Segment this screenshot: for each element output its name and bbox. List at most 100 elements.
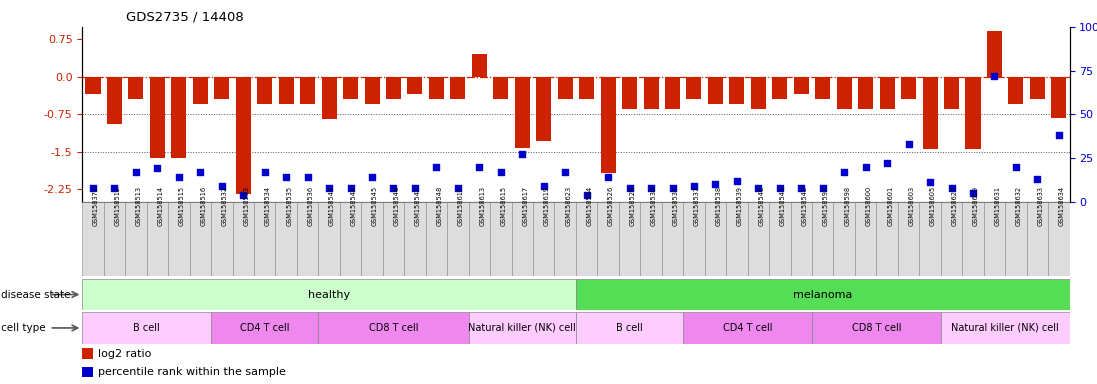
Bar <box>794 77 808 94</box>
Bar <box>82 367 93 377</box>
FancyBboxPatch shape <box>318 202 340 276</box>
Point <box>513 151 531 157</box>
Point <box>664 185 681 191</box>
FancyBboxPatch shape <box>877 202 897 276</box>
Text: cell type: cell type <box>1 323 46 333</box>
Text: GSM158605: GSM158605 <box>930 186 936 226</box>
FancyBboxPatch shape <box>297 202 318 276</box>
Point <box>298 174 316 180</box>
Bar <box>128 77 144 99</box>
Point <box>363 174 381 180</box>
Point <box>921 179 939 185</box>
FancyBboxPatch shape <box>941 312 1070 344</box>
Bar <box>193 77 207 104</box>
FancyBboxPatch shape <box>255 202 275 276</box>
FancyBboxPatch shape <box>511 202 533 276</box>
Text: GSM158619: GSM158619 <box>544 186 550 226</box>
Text: GSM158598: GSM158598 <box>845 186 850 226</box>
FancyBboxPatch shape <box>962 202 984 276</box>
FancyBboxPatch shape <box>211 312 318 344</box>
Point <box>535 183 553 189</box>
Bar <box>514 77 530 148</box>
Bar <box>407 77 422 94</box>
FancyBboxPatch shape <box>941 202 962 276</box>
Point <box>879 160 896 166</box>
Bar <box>901 77 916 99</box>
FancyBboxPatch shape <box>683 312 812 344</box>
Bar <box>214 77 229 99</box>
FancyBboxPatch shape <box>683 202 704 276</box>
Bar <box>106 77 122 124</box>
FancyBboxPatch shape <box>1048 202 1070 276</box>
FancyBboxPatch shape <box>82 279 576 310</box>
Point <box>235 192 252 198</box>
Text: GSM158539: GSM158539 <box>737 186 743 226</box>
Point <box>1050 132 1067 138</box>
Text: GSM158542: GSM158542 <box>801 186 807 226</box>
Point <box>342 185 360 191</box>
FancyBboxPatch shape <box>168 202 190 276</box>
Bar <box>1008 77 1024 104</box>
FancyBboxPatch shape <box>576 312 683 344</box>
Point <box>170 174 188 180</box>
Bar <box>880 77 895 109</box>
Text: GSM158372: GSM158372 <box>93 186 99 226</box>
FancyBboxPatch shape <box>233 202 255 276</box>
Bar <box>86 77 101 94</box>
Text: GSM158516: GSM158516 <box>201 186 206 226</box>
Text: GSM158543: GSM158543 <box>329 186 335 226</box>
Point <box>964 190 982 196</box>
FancyBboxPatch shape <box>383 202 404 276</box>
FancyBboxPatch shape <box>340 202 361 276</box>
Text: healthy: healthy <box>308 290 350 300</box>
Text: GSM158532: GSM158532 <box>222 186 228 226</box>
Bar <box>536 77 551 141</box>
Bar <box>1030 77 1044 99</box>
Text: CD4 T cell: CD4 T cell <box>240 323 290 333</box>
FancyBboxPatch shape <box>490 202 511 276</box>
Point <box>385 185 403 191</box>
Point <box>278 174 295 180</box>
FancyBboxPatch shape <box>576 279 1070 310</box>
Point <box>192 169 210 175</box>
Text: GSM158633: GSM158633 <box>1038 186 1043 226</box>
Bar <box>1051 77 1066 118</box>
FancyBboxPatch shape <box>361 202 383 276</box>
Bar <box>622 77 637 109</box>
Bar <box>644 77 658 109</box>
Point <box>493 169 510 175</box>
FancyBboxPatch shape <box>726 202 748 276</box>
Bar <box>494 77 508 99</box>
FancyBboxPatch shape <box>1005 202 1027 276</box>
Text: GSM158603: GSM158603 <box>908 186 915 226</box>
Text: GSM158514: GSM158514 <box>157 186 163 226</box>
FancyBboxPatch shape <box>318 312 468 344</box>
Text: percentile rank within the sample: percentile rank within the sample <box>98 367 285 377</box>
Bar <box>364 77 380 104</box>
Point <box>749 185 767 191</box>
Point <box>578 192 596 198</box>
Text: Natural killer (NK) cell: Natural killer (NK) cell <box>468 323 576 333</box>
Text: GSM158533: GSM158533 <box>244 186 249 226</box>
FancyBboxPatch shape <box>211 202 233 276</box>
Text: GSM158629: GSM158629 <box>973 186 979 226</box>
Point <box>792 185 810 191</box>
Text: GSM158597: GSM158597 <box>823 186 828 226</box>
FancyBboxPatch shape <box>919 202 941 276</box>
Point <box>213 183 230 189</box>
Text: Natural killer (NK) cell: Natural killer (NK) cell <box>951 323 1059 333</box>
FancyBboxPatch shape <box>834 202 855 276</box>
FancyBboxPatch shape <box>812 312 941 344</box>
Text: GDS2735 / 14408: GDS2735 / 14408 <box>126 10 244 23</box>
Bar <box>945 77 959 109</box>
FancyBboxPatch shape <box>984 202 1005 276</box>
FancyBboxPatch shape <box>468 202 490 276</box>
Bar <box>815 77 830 99</box>
FancyBboxPatch shape <box>791 202 812 276</box>
Text: GSM158530: GSM158530 <box>651 186 657 226</box>
Text: GSM158632: GSM158632 <box>1016 186 1022 226</box>
Text: GSM158513: GSM158513 <box>136 186 142 226</box>
FancyBboxPatch shape <box>104 202 125 276</box>
FancyBboxPatch shape <box>855 202 877 276</box>
FancyBboxPatch shape <box>812 202 834 276</box>
